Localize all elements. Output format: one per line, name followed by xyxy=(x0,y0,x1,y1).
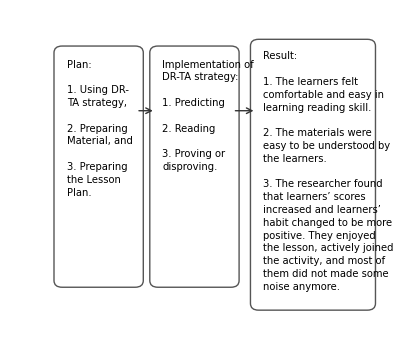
FancyBboxPatch shape xyxy=(251,39,375,310)
FancyBboxPatch shape xyxy=(54,46,143,287)
FancyBboxPatch shape xyxy=(150,46,239,287)
Text: Result:

1. The learners felt
comfortable and easy in
learning reading skill.

2: Result: 1. The learners felt comfortable… xyxy=(263,51,393,292)
Text: Implementation of
DR-TA strategy:

1. Predicting

2. Reading

3. Proving or
disp: Implementation of DR-TA strategy: 1. Pre… xyxy=(162,60,254,172)
Text: Plan:

1. Using DR-
TA strategy,

2. Preparing
Material, and

3. Preparing
the L: Plan: 1. Using DR- TA strategy, 2. Prepa… xyxy=(67,60,133,197)
